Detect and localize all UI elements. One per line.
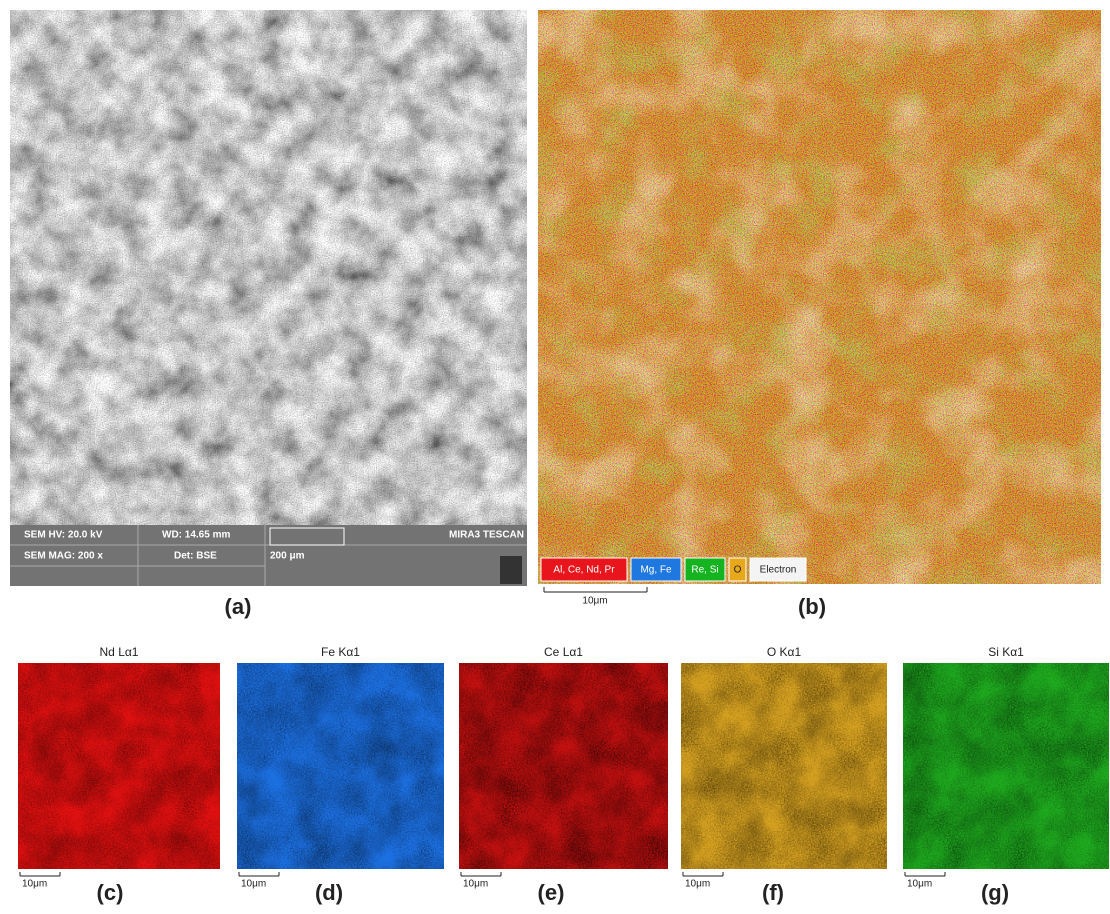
panel-label: (c) <box>97 880 124 905</box>
panel-label: (e) <box>538 880 565 905</box>
panel-label: (a) <box>225 594 252 619</box>
legend-label: Re, Si <box>691 565 718 576</box>
element-maps: Nd Lα1 10μm (c) Fe Kα1 10μm (d) Ce Lα1 10μm (e) O… <box>18 645 1109 905</box>
info-wd: WD: 14.65 mm <box>162 530 230 541</box>
panel-label: (f) <box>762 880 784 905</box>
scale-label: 10μm <box>907 879 932 890</box>
info-mag: SEM MAG: 200 x <box>24 551 103 562</box>
logo <box>500 556 522 584</box>
legend-label: O <box>734 565 742 576</box>
info-det: Det: BSE <box>174 551 217 562</box>
info-scale: 200 μm <box>270 551 305 562</box>
map-title: Ce Lα1 <box>544 645 583 659</box>
panel-a: SEM HV: 20.0 kV WD: 14.65 mm SEM MAG: 20… <box>10 10 527 619</box>
panel-label: (g) <box>981 880 1009 905</box>
scale-label: 10μm <box>582 596 607 607</box>
panel-b: Al, Ce, Nd, Pr Mg, Fe Re, Si O Electron 10μm… <box>538 10 1101 619</box>
scale-label: 10μm <box>463 879 488 890</box>
panel-label: (d) <box>315 880 343 905</box>
figure: SEM HV: 20.0 kV WD: 14.65 mm SEM MAG: 20… <box>0 0 1110 909</box>
panel-label: (b) <box>798 594 826 619</box>
info-hv: SEM HV: 20.0 kV <box>24 530 103 541</box>
legend-label: Mg, Fe <box>640 565 672 576</box>
map-texture <box>681 663 887 869</box>
legend-label: Electron <box>760 565 797 576</box>
info-instrument: MIRA3 TESCAN <box>449 530 524 541</box>
legend-label: Al, Ce, Nd, Pr <box>553 565 615 576</box>
map-texture <box>459 663 668 869</box>
map-title: Si Kα1 <box>988 645 1024 659</box>
scale-label: 10μm <box>22 879 47 890</box>
map-title: Nd Lα1 <box>100 645 139 659</box>
map-texture <box>18 663 220 869</box>
scale-label: 10μm <box>241 879 266 890</box>
sem-texture <box>10 10 527 525</box>
legend: Al, Ce, Nd, Pr Mg, Fe Re, Si O Electron <box>541 558 806 581</box>
map-texture <box>237 663 444 869</box>
map-texture <box>903 663 1109 869</box>
eds-noise <box>538 10 1101 584</box>
scale-label: 10μm <box>685 879 710 890</box>
map-title: O Kα1 <box>767 645 802 659</box>
map-title: Fe Kα1 <box>321 645 360 659</box>
